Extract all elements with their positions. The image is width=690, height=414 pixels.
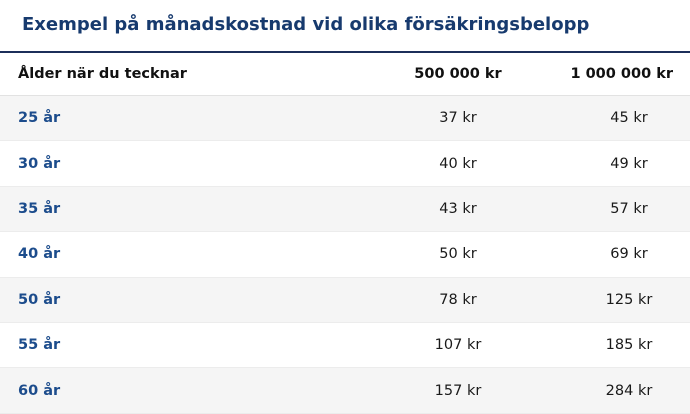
cost-cell: 49 kr (610, 155, 648, 172)
cost-cell: 78 kr (439, 291, 477, 308)
table-body: 25 år 37 kr 45 kr 30 år 40 kr 49 kr 35 år 43 kr… (0, 95, 690, 414)
cost-cell: 37 kr (439, 110, 477, 127)
age-cell: 30 år (18, 155, 61, 172)
header-row: Ålder när du tecknar 500 000 kr 1 000 000 … (0, 53, 690, 96)
cost-cell: 40 kr (439, 155, 477, 172)
cost-cell: 57 kr (610, 200, 648, 217)
age-cell: 35 år (18, 200, 61, 217)
cost-cell: 284 kr (605, 382, 653, 399)
table-row: 60 år 157 kr 284 kr (0, 367, 690, 414)
table-row: 30 år 40 kr 49 kr (0, 141, 690, 187)
age-cell: 60 år (18, 382, 61, 399)
cost-cell: 107 kr (434, 337, 482, 354)
table-title: Exempel på månadskostnad vid olika försä… (0, 0, 690, 53)
column-header: 1 000 000 kr (568, 53, 690, 96)
cost-cell: 69 kr (610, 246, 648, 263)
table-row: 50 år 78 kr 125 kr (0, 277, 690, 323)
cost-cell: 45 kr (610, 110, 648, 127)
cost-cell: 125 kr (605, 291, 653, 308)
price-table: Ålder när du tecknar 500 000 kr 1 000 000 … (0, 53, 690, 414)
age-cell: 55 år (18, 337, 61, 354)
column-header: Ålder när du tecknar (0, 53, 348, 96)
cost-cell: 185 kr (605, 337, 653, 354)
table-row: 25 år 37 kr 45 kr (0, 95, 690, 141)
cost-cell: 43 kr (439, 200, 477, 217)
table-row: 55 år 107 kr 185 kr (0, 322, 690, 368)
age-cell: 25 år (18, 110, 61, 127)
cost-cell: 50 kr (439, 246, 477, 263)
age-cell: 40 år (18, 246, 61, 263)
table-row: 35 år 43 kr 57 kr (0, 186, 690, 232)
table-row: 40 år 50 kr 69 kr (0, 232, 690, 278)
cost-cell: 157 kr (434, 382, 482, 399)
column-header: 500 000 kr (348, 53, 568, 96)
age-cell: 50 år (18, 291, 61, 308)
